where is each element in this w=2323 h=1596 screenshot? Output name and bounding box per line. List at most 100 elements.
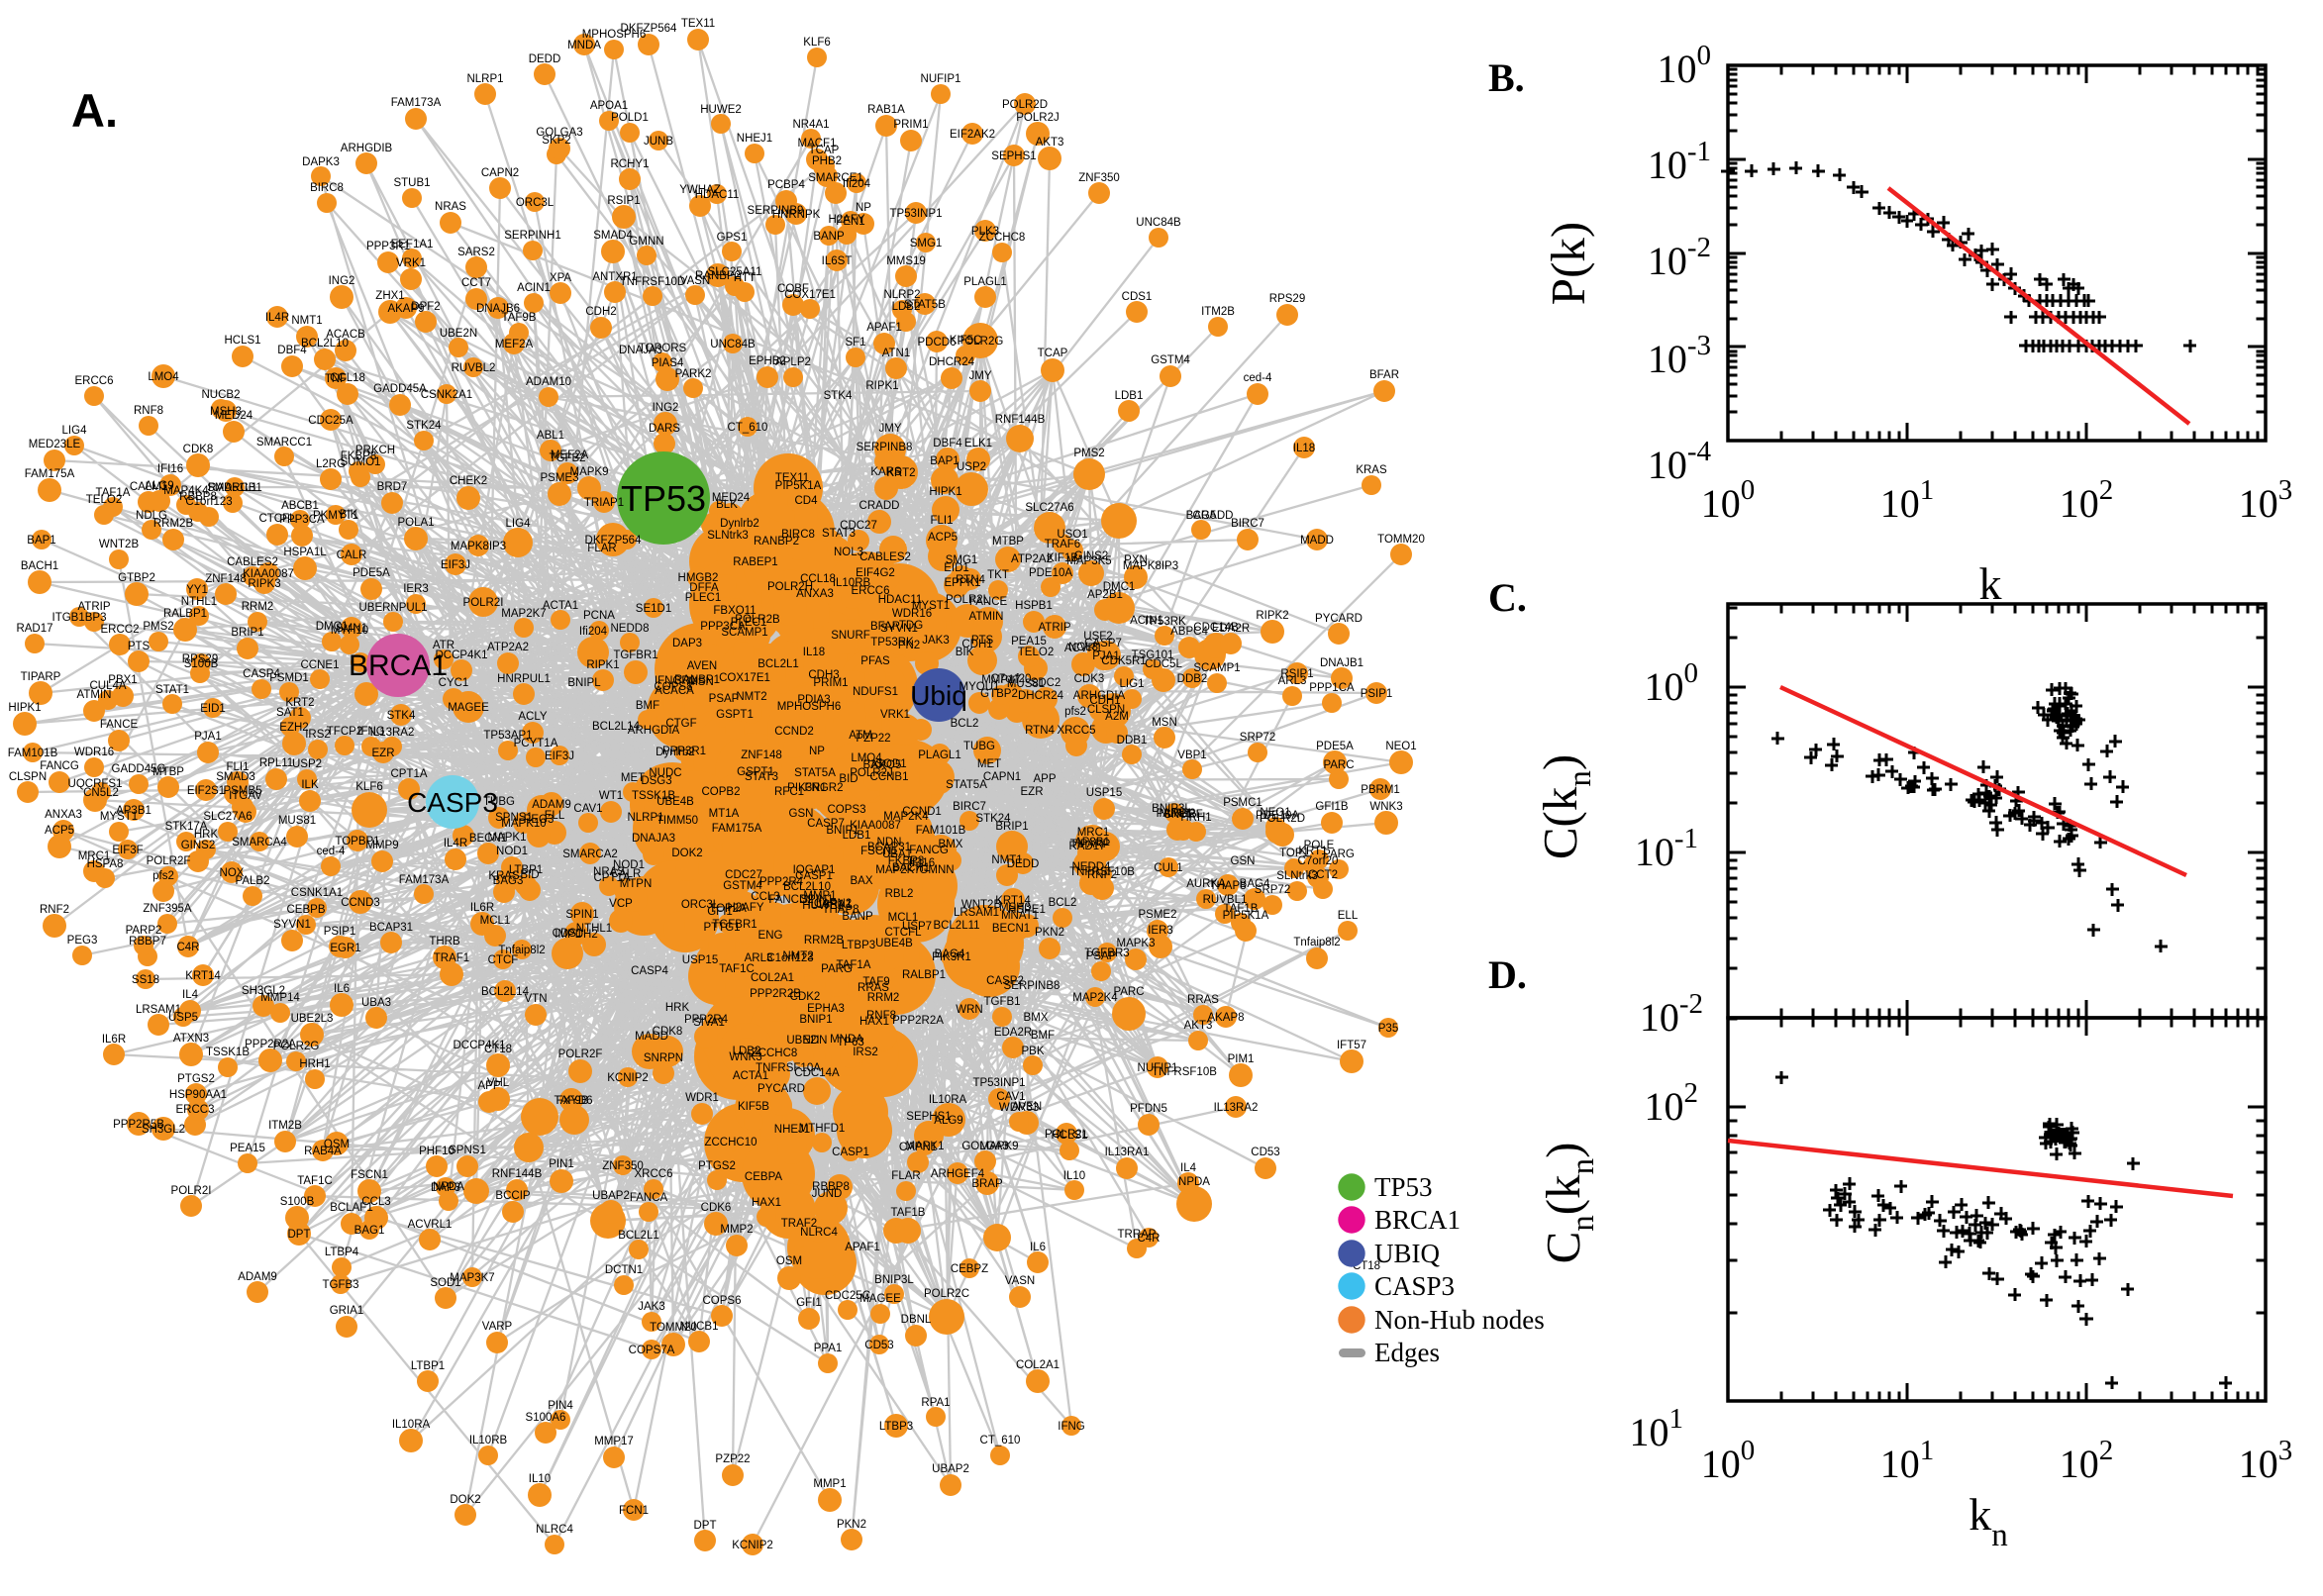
svg-text:KLF6: KLF6 xyxy=(355,781,383,793)
svg-text:MSN: MSN xyxy=(688,676,714,688)
svg-text:SLC27A6: SLC27A6 xyxy=(1025,502,1073,514)
svg-text:BRCA1: BRCA1 xyxy=(349,649,448,682)
svg-text:RIPK1: RIPK1 xyxy=(586,659,619,671)
svg-text:BID: BID xyxy=(520,869,539,881)
svg-text:POLR2I: POLR2I xyxy=(171,1185,212,1197)
svg-text:POLR2J: POLR2J xyxy=(850,767,892,779)
svg-text:MAPK8IP3: MAPK8IP3 xyxy=(451,541,506,552)
svg-text:TNFRSF10B: TNFRSF10B xyxy=(1069,866,1135,878)
svg-text:MPHOSPH6: MPHOSPH6 xyxy=(582,29,647,41)
svg-text:LTBP1: LTBP1 xyxy=(411,1360,445,1372)
svg-text:MRC1: MRC1 xyxy=(78,850,111,862)
svg-text:POLA1: POLA1 xyxy=(397,517,434,529)
svg-text:MUS81: MUS81 xyxy=(278,815,316,827)
svg-text:ced-4: ced-4 xyxy=(1244,372,1272,384)
svg-text:RAD51L1: RAD51L1 xyxy=(208,482,257,494)
svg-text:APP: APP xyxy=(1033,773,1056,785)
svg-text:BCAP31: BCAP31 xyxy=(867,842,911,853)
svg-text:YWHAZ: YWHAZ xyxy=(679,184,721,196)
svg-text:BRD7: BRD7 xyxy=(377,481,408,493)
svg-text:ORC3L: ORC3L xyxy=(681,899,720,911)
svg-text:ADAM9: ADAM9 xyxy=(532,799,571,811)
svg-text:DBF4: DBF4 xyxy=(277,345,307,356)
svg-text:PIAS4: PIAS4 xyxy=(652,357,684,369)
svg-text:RFC1: RFC1 xyxy=(774,786,804,798)
svg-text:RSIP1: RSIP1 xyxy=(607,195,640,207)
svg-text:PDE10A: PDE10A xyxy=(1029,567,1072,579)
svg-text:RNF144B: RNF144B xyxy=(995,414,1046,426)
svg-text:IL10RB: IL10RB xyxy=(833,577,871,589)
svg-text:NEDD8: NEDD8 xyxy=(611,623,650,635)
svg-text:UNC84B: UNC84B xyxy=(710,339,756,350)
svg-text:POLR2G: POLR2G xyxy=(958,336,1004,348)
svg-text:ARHGDIA: ARHGDIA xyxy=(1073,690,1126,702)
svg-text:MRC1: MRC1 xyxy=(1077,827,1110,839)
svg-text:Ifi204: Ifi204 xyxy=(843,178,871,190)
svg-text:EEF1A1: EEF1A1 xyxy=(391,239,434,250)
svg-text:XPO5: XPO5 xyxy=(871,759,902,771)
svg-text:CCL18: CCL18 xyxy=(800,573,836,585)
svg-text:FANCE: FANCE xyxy=(100,719,139,731)
svg-text:TGFB2: TGFB2 xyxy=(549,452,585,464)
svg-text:ATRIP: ATRIP xyxy=(1038,622,1070,634)
svg-text:PSMC1: PSMC1 xyxy=(1223,797,1262,809)
svg-text:DSG3: DSG3 xyxy=(641,775,671,787)
svg-text:PPP2R5B: PPP2R5B xyxy=(113,1119,164,1131)
svg-text:BNIPL: BNIPL xyxy=(567,677,601,689)
svg-text:TIMM50: TIMM50 xyxy=(656,815,698,827)
svg-text:NOL3: NOL3 xyxy=(1068,642,1098,653)
svg-text:DHCR24: DHCR24 xyxy=(1018,690,1064,702)
svg-text:LRSAM1: LRSAM1 xyxy=(954,907,999,919)
svg-text:OSM: OSM xyxy=(776,1255,802,1267)
svg-text:MAGEE: MAGEE xyxy=(448,702,489,714)
svg-text:MAP3K7: MAP3K7 xyxy=(450,1272,494,1284)
svg-text:TRRAP: TRRAP xyxy=(1118,1229,1157,1241)
svg-text:CAPN2: CAPN2 xyxy=(814,898,852,910)
svg-text:GFI1: GFI1 xyxy=(707,906,733,918)
svg-text:NLRP1: NLRP1 xyxy=(466,73,503,85)
svg-text:PCBP4: PCBP4 xyxy=(767,179,805,191)
svg-text:EIF4G2: EIF4G2 xyxy=(856,567,895,579)
svg-text:DAPK3: DAPK3 xyxy=(302,156,340,168)
svg-text:ARHGEF4: ARHGEF4 xyxy=(931,1168,985,1180)
svg-text:APLP2: APLP2 xyxy=(775,356,811,368)
svg-text:ARHGDIB: ARHGDIB xyxy=(341,143,393,154)
svg-text:PEG3: PEG3 xyxy=(67,935,98,947)
svg-text:SUMO1: SUMO1 xyxy=(341,456,381,468)
svg-text:Dynlrb2: Dynlrb2 xyxy=(720,518,759,530)
svg-text:MAPK3: MAPK3 xyxy=(1117,938,1156,949)
svg-text:ALG9: ALG9 xyxy=(145,480,173,492)
svg-text:CAPN1: CAPN1 xyxy=(899,1142,937,1153)
svg-text:MMP1: MMP1 xyxy=(813,1478,846,1490)
svg-text:PALB2: PALB2 xyxy=(236,875,270,887)
svg-text:NRAS: NRAS xyxy=(593,866,625,878)
svg-text:PARC: PARC xyxy=(1323,759,1354,771)
svg-text:POLR2F: POLR2F xyxy=(558,1048,603,1060)
svg-text:HNRPUL1: HNRPUL1 xyxy=(497,673,551,685)
svg-text:NMT1: NMT1 xyxy=(291,315,322,327)
svg-text:GADD45A: GADD45A xyxy=(373,383,427,395)
svg-text:BRIP1: BRIP1 xyxy=(231,627,263,639)
svg-text:JUNB: JUNB xyxy=(644,136,673,148)
svg-text:CTCF: CTCF xyxy=(488,954,519,966)
svg-text:CDC27: CDC27 xyxy=(725,869,762,881)
svg-text:SPNS1: SPNS1 xyxy=(495,812,533,824)
svg-text:KCNIP2: KCNIP2 xyxy=(607,1072,649,1084)
svg-text:MEF2A: MEF2A xyxy=(551,449,589,461)
svg-text:CDC5L: CDC5L xyxy=(1145,658,1182,670)
svg-text:BCL2L10: BCL2L10 xyxy=(301,338,349,349)
svg-text:TP53RK: TP53RK xyxy=(1143,616,1186,628)
svg-text:CASP1: CASP1 xyxy=(832,1147,869,1158)
svg-text:BAG4: BAG4 xyxy=(935,948,965,960)
svg-text:RCHY1: RCHY1 xyxy=(611,158,650,170)
svg-text:DPT: DPT xyxy=(694,1520,717,1532)
svg-text:BIRC7: BIRC7 xyxy=(1231,518,1264,530)
svg-text:ARHGDIA: ARHGDIA xyxy=(628,725,680,737)
svg-text:ALG9: ALG9 xyxy=(934,1115,962,1127)
svg-text:BNIP1: BNIP1 xyxy=(826,825,858,837)
svg-text:RBBP8: RBBP8 xyxy=(179,491,217,503)
svg-text:ENG: ENG xyxy=(758,930,783,942)
svg-text:ITM2B: ITM2B xyxy=(268,1120,302,1132)
svg-text:PMS2: PMS2 xyxy=(143,621,173,633)
svg-text:CCND3: CCND3 xyxy=(341,897,380,909)
